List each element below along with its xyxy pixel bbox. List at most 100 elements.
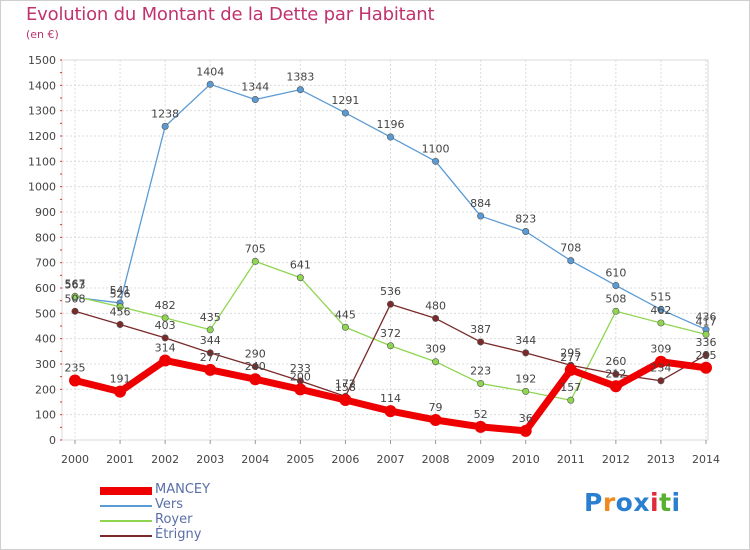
- point-mancey: [249, 373, 262, 386]
- data-label: 192: [515, 372, 536, 385]
- data-label: 277: [200, 351, 221, 364]
- data-label: 435: [200, 311, 221, 324]
- data-label: 417: [696, 315, 717, 328]
- data-label: 234: [650, 362, 671, 375]
- proxiti-logo: Proxiti: [584, 488, 681, 517]
- y-tick-label: 800: [35, 231, 56, 244]
- y-tick-label: 1100: [28, 155, 56, 168]
- point-royer: [657, 319, 665, 327]
- data-label: 456: [110, 305, 131, 318]
- data-label: 157: [560, 381, 581, 394]
- data-label: 462: [650, 304, 671, 317]
- point-étrigny: [522, 349, 530, 357]
- data-label: 1238: [151, 107, 179, 120]
- data-label: 708: [560, 242, 581, 255]
- x-tick-label: 2006: [331, 453, 359, 466]
- point-mancey: [114, 385, 127, 398]
- point-vers: [386, 133, 394, 141]
- point-royer: [116, 303, 124, 311]
- point-mancey: [159, 354, 172, 367]
- point-vers: [341, 109, 349, 117]
- y-tick-label: 1000: [28, 181, 56, 194]
- data-label: 1100: [422, 142, 450, 155]
- x-tick-label: 2010: [512, 453, 540, 466]
- point-étrigny: [386, 300, 394, 308]
- data-label: 436: [696, 311, 717, 324]
- point-mancey: [69, 374, 81, 387]
- logo-letter: o: [615, 488, 634, 517]
- point-étrigny: [432, 314, 440, 322]
- data-label: 240: [245, 360, 266, 373]
- x-tick-label: 2005: [286, 453, 314, 466]
- point-royer: [341, 323, 349, 331]
- x-tick-label: 2008: [422, 453, 450, 466]
- point-vers: [206, 80, 214, 88]
- x-tick-label: 2009: [467, 453, 495, 466]
- data-label: 200: [290, 370, 311, 383]
- data-label: 508: [605, 292, 626, 305]
- x-tick-label: 2003: [196, 453, 224, 466]
- y-tick-label: 0: [49, 434, 56, 447]
- y-tick-label: 500: [35, 307, 56, 320]
- data-label: 172: [335, 377, 356, 390]
- point-mancey: [564, 363, 577, 376]
- point-royer: [522, 387, 530, 395]
- data-label: 295: [560, 346, 581, 359]
- data-label: 705: [245, 242, 266, 255]
- logo-letter: i: [671, 488, 681, 517]
- point-mancey: [654, 355, 667, 368]
- legend-label: Royer: [155, 512, 193, 527]
- point-vers: [477, 212, 485, 220]
- y-tick-label: 900: [35, 206, 56, 219]
- point-vers: [567, 257, 575, 265]
- point-mancey: [474, 420, 487, 433]
- y-tick-label: 1200: [28, 130, 56, 143]
- point-étrigny: [71, 307, 79, 315]
- data-label: 526: [110, 288, 131, 301]
- x-tick-label: 2002: [151, 453, 179, 466]
- chart-unit: (en €): [26, 28, 59, 41]
- point-étrigny: [657, 377, 665, 385]
- logo-letter: x: [633, 488, 650, 517]
- legend-label: Vers: [155, 497, 183, 512]
- y-tick-label: 700: [35, 257, 56, 270]
- y-axis-ticks: 0 100 200 300 400 500 600 700 800 900 1000 1100 1200…: [28, 54, 56, 447]
- point-étrigny: [702, 351, 710, 359]
- point-royer: [386, 342, 394, 350]
- x-tick-label: 2014: [692, 453, 720, 466]
- point-étrigny: [116, 320, 124, 328]
- series-lines: [69, 80, 712, 437]
- point-royer: [702, 330, 710, 338]
- legend-swatch: [100, 520, 152, 522]
- x-tick-label: 2000: [61, 453, 89, 466]
- point-vers: [657, 306, 665, 314]
- data-label: 372: [380, 327, 401, 340]
- y-tick-label: 1500: [28, 54, 56, 67]
- point-vers: [161, 122, 169, 130]
- data-label: 1404: [196, 65, 224, 78]
- data-label: 1291: [331, 94, 359, 107]
- x-tick-label: 2001: [106, 453, 134, 466]
- point-royer: [477, 380, 485, 388]
- point-royer: [567, 396, 575, 404]
- y-tick-label: 600: [35, 282, 56, 295]
- y-tick-label: 200: [35, 383, 56, 396]
- data-label: 563: [65, 278, 86, 291]
- x-tick-label: 2004: [241, 453, 269, 466]
- point-vers: [522, 228, 530, 236]
- data-label: 387: [470, 323, 491, 336]
- data-label: 114: [380, 392, 401, 405]
- data-label: 536: [380, 285, 401, 298]
- data-label: 445: [335, 308, 356, 321]
- data-label: 403: [155, 319, 176, 332]
- x-tick-label: 2013: [647, 453, 675, 466]
- logo-letter: P: [584, 488, 603, 517]
- data-label: 285: [696, 349, 717, 362]
- x-axis-ticks: 2000 2001 2002 2003 2004 2005 2006 2007 2008 2009…: [61, 453, 720, 466]
- logo-letter: t: [659, 488, 672, 517]
- data-label: 290: [245, 348, 266, 361]
- legend-swatch: [100, 505, 152, 507]
- point-vers: [296, 86, 304, 94]
- data-label: 36: [519, 412, 533, 425]
